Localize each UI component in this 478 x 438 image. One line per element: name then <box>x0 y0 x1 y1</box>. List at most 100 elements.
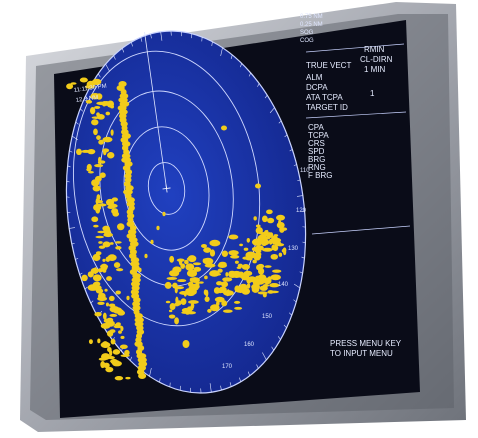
echo-blip <box>261 215 268 223</box>
echo-blip <box>162 211 166 217</box>
echo-blip <box>272 244 279 252</box>
svg-text:120: 120 <box>296 208 307 214</box>
echo-blip <box>176 258 185 262</box>
echo-blip <box>203 247 212 253</box>
echo-blip <box>187 300 199 304</box>
echo-blip <box>89 106 96 115</box>
echo-blip <box>138 267 142 273</box>
echo-blip <box>174 302 180 307</box>
echo-blip <box>225 290 230 297</box>
echo-blip <box>218 288 222 292</box>
echo-blip <box>88 339 93 345</box>
echo-blip <box>270 253 279 260</box>
echo-blip <box>168 314 176 319</box>
echo-blip <box>190 277 200 283</box>
echo-blip <box>105 320 115 327</box>
echo-blip <box>76 148 82 156</box>
echo-blip <box>144 253 148 259</box>
echo-blip <box>87 149 96 155</box>
echo-blip <box>123 189 133 195</box>
echo-blip <box>209 270 220 277</box>
echo-blip <box>112 349 121 355</box>
echo-blip <box>228 250 239 256</box>
echo-blip <box>91 216 99 223</box>
echo-blip <box>230 254 240 259</box>
echo-blip <box>190 283 200 290</box>
echo-blip <box>110 338 116 345</box>
echo-blip <box>126 295 130 301</box>
echo-blip <box>177 279 187 283</box>
svg-text:COG: COG <box>300 38 314 44</box>
echo-blip <box>95 235 104 239</box>
echo-blip <box>92 185 101 192</box>
header-range: 12.3 NM <box>75 95 98 104</box>
echo-blip <box>95 288 104 294</box>
echo-blip <box>92 253 101 262</box>
heading-line <box>144 31 167 189</box>
echo-blip <box>91 119 99 126</box>
echo-blip <box>125 376 131 380</box>
echo-blip <box>93 267 98 275</box>
echo-blip <box>120 335 125 339</box>
echo-blip <box>235 287 246 293</box>
echo-blip <box>98 241 103 244</box>
echo-blip <box>116 268 124 272</box>
echo-blip <box>91 179 100 187</box>
echo-blip <box>221 250 228 257</box>
echo-blip <box>102 100 107 107</box>
echo-blip <box>264 265 272 268</box>
svg-text:170: 170 <box>222 364 233 370</box>
echo-blip <box>93 128 98 136</box>
svg-text:150: 150 <box>262 314 273 320</box>
echo-blip <box>270 274 281 281</box>
echo-blip <box>234 306 243 310</box>
echo-blip <box>102 341 109 348</box>
echo-blip <box>207 308 212 313</box>
echo-blip <box>267 290 274 294</box>
echo-blip <box>97 161 101 165</box>
header-time: 11:11:30 PM <box>73 83 107 94</box>
echo-blip <box>254 254 262 260</box>
echo-blip <box>108 303 116 308</box>
svg-text:160: 160 <box>244 342 255 348</box>
echo-blip <box>275 243 285 247</box>
panel-cl-dirn: CL-DIRN <box>360 55 393 64</box>
echo-blip <box>255 275 261 279</box>
svg-text:ATA TCPA: ATA TCPA <box>306 93 343 102</box>
echo-blip <box>97 301 105 305</box>
echo-blip <box>174 317 179 325</box>
echo-blip <box>97 338 101 344</box>
echo-blip <box>225 272 229 277</box>
echo-blip <box>222 277 233 282</box>
echo-blip <box>201 244 207 248</box>
echo-blip <box>246 283 251 289</box>
echo-blip <box>204 263 216 268</box>
echo-blip <box>118 330 122 334</box>
echo-blip <box>98 245 106 249</box>
echo-blip <box>245 251 257 259</box>
echo-blip <box>156 225 160 231</box>
echo-blip <box>181 307 193 313</box>
echo-blip <box>110 129 114 136</box>
echo-blip <box>234 260 239 264</box>
echo-blip <box>257 234 266 242</box>
echo-blip <box>278 219 282 226</box>
svg-text:RNG: RNG <box>308 163 326 172</box>
echo-blip <box>105 366 114 373</box>
echo-blip <box>185 263 195 271</box>
echo-blip <box>115 246 122 250</box>
panel-rmin: RMIN <box>364 45 385 54</box>
svg-text:F BRG: F BRG <box>308 171 332 180</box>
echo-blip <box>111 208 119 215</box>
svg-text:110: 110 <box>300 168 310 174</box>
svg-text:CRS: CRS <box>308 139 325 148</box>
echo-blip <box>180 263 186 269</box>
echo-blip <box>105 198 115 206</box>
echo-blip <box>216 301 220 306</box>
svg-text:TCPA: TCPA <box>308 131 329 140</box>
echo-blip <box>205 289 209 297</box>
echo-blip <box>186 269 198 278</box>
echo-blip <box>242 256 249 260</box>
echo-blip <box>204 296 210 302</box>
echo-blip <box>103 149 107 156</box>
